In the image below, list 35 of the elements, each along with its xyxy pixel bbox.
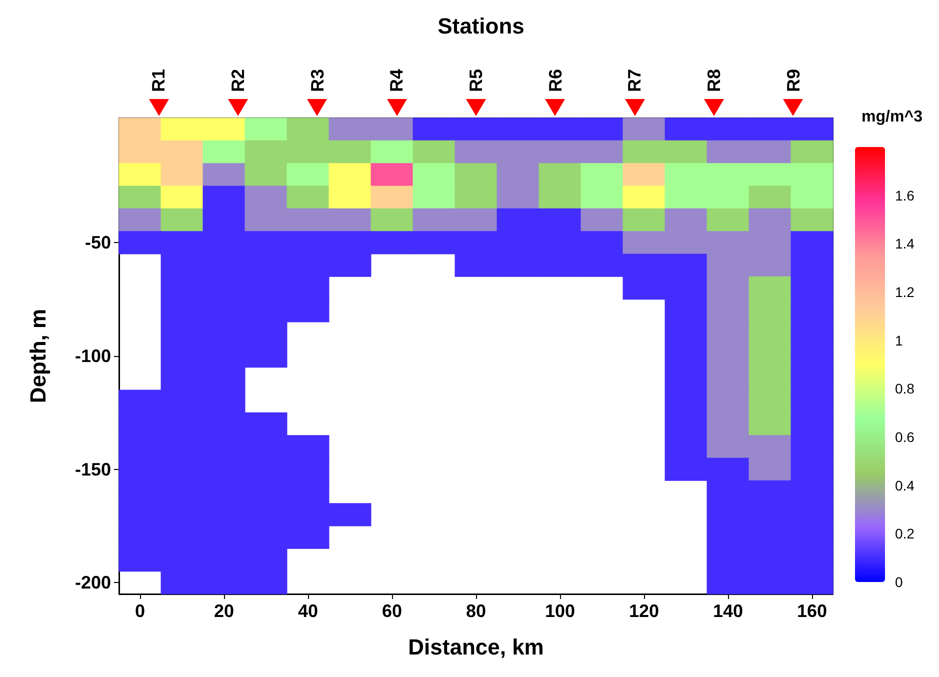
chart-title: Stations xyxy=(438,14,524,38)
text: R4 xyxy=(386,68,407,92)
color-bar-label: 1 xyxy=(895,332,903,348)
y-axis-title: Depth, m xyxy=(26,308,50,404)
color-bar-label: 0.6 xyxy=(895,429,915,445)
y-tick-label: -100 xyxy=(74,346,111,366)
color-bar-label: 0.2 xyxy=(895,526,915,542)
y-tick-label: -150 xyxy=(74,459,111,480)
x-tick-label: 140 xyxy=(712,601,744,621)
color-bar-label: 1.4 xyxy=(895,236,915,252)
color-bar-label: 1.2 xyxy=(895,284,915,300)
text: R3 xyxy=(307,68,328,92)
x-tick-label: 0 xyxy=(134,601,146,621)
text: R5 xyxy=(466,68,486,92)
color-bar-label: 0.8 xyxy=(895,380,915,397)
x-tick-label: 60 xyxy=(382,601,402,621)
x-tick-label: 80 xyxy=(466,601,486,621)
text: R1 xyxy=(148,68,169,92)
color-bar-title: mg/m^3 xyxy=(862,108,923,126)
color-bar-label: 1.6 xyxy=(895,187,915,204)
text: R2 xyxy=(228,68,248,92)
text: R9 xyxy=(783,68,804,92)
x-tick-label: 40 xyxy=(298,601,318,621)
x-tick-label: 120 xyxy=(628,601,660,621)
text: R7 xyxy=(624,68,645,92)
x-tick-label: 160 xyxy=(796,601,828,621)
x-tick-label: 100 xyxy=(544,601,576,621)
text: R6 xyxy=(545,68,566,92)
color-bar-label: 0 xyxy=(895,574,903,590)
y-tick-label: -50 xyxy=(84,232,111,253)
x-axis-title: Distance, km xyxy=(408,634,544,660)
y-tick-label: -200 xyxy=(74,572,111,593)
color-bar-label: 0.4 xyxy=(895,477,915,494)
x-tick-label: 20 xyxy=(214,601,234,621)
text: R8 xyxy=(704,68,724,92)
